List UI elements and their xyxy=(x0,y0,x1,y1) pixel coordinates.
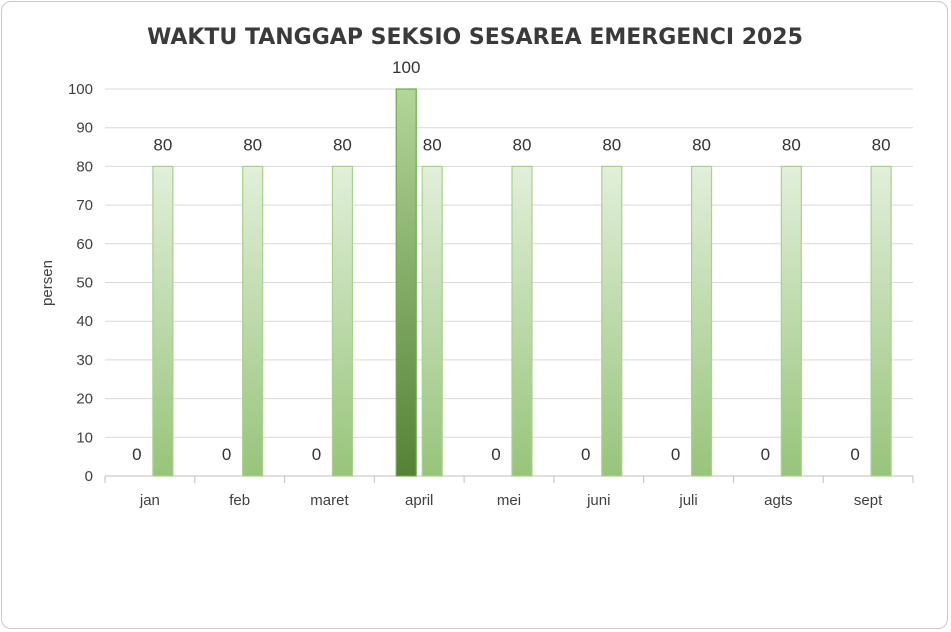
data-label: 80 xyxy=(782,135,801,154)
data-label: 0 xyxy=(761,445,770,464)
bar-juni-s2 xyxy=(601,165,623,477)
bar-april-s1 xyxy=(395,88,417,477)
data-label: 0 xyxy=(850,445,859,464)
x-tick-label: sept xyxy=(854,492,883,509)
y-axis-label: persen xyxy=(39,260,56,306)
x-tick-label: maret xyxy=(310,492,349,509)
data-label: 80 xyxy=(243,135,262,154)
y-tick-label: 10 xyxy=(76,429,93,446)
data-label: 80 xyxy=(153,135,172,154)
bar-jan-s2 xyxy=(152,165,174,477)
x-tick-label: mei xyxy=(497,492,521,509)
data-label: 0 xyxy=(581,445,590,464)
x-tick-label: april xyxy=(405,492,433,509)
data-label: 80 xyxy=(692,135,711,154)
data-label: 0 xyxy=(491,445,500,464)
y-tick-label: 20 xyxy=(76,391,93,408)
bar-feb-s2 xyxy=(242,165,264,477)
x-tick-label: jan xyxy=(139,492,160,509)
data-label: 80 xyxy=(423,135,442,154)
bar-maret-s2 xyxy=(331,165,354,477)
y-tick-label: 40 xyxy=(76,313,93,330)
data-label: 0 xyxy=(312,445,321,464)
x-tick-label: juli xyxy=(678,492,697,509)
data-label: 0 xyxy=(132,445,141,464)
y-tick-label: 50 xyxy=(76,275,93,292)
bar-april-s2 xyxy=(421,165,443,477)
y-tick-label: 100 xyxy=(68,81,93,98)
data-label: 0 xyxy=(671,445,680,464)
y-tick-label: 80 xyxy=(76,158,93,175)
data-label: 80 xyxy=(872,135,891,154)
data-label: 80 xyxy=(333,135,352,154)
y-tick-label: 30 xyxy=(76,352,93,369)
x-tick-label: agts xyxy=(764,492,792,509)
data-label: 80 xyxy=(602,135,621,154)
y-tick-label: 60 xyxy=(76,236,93,253)
y-tick-label: 90 xyxy=(76,120,93,137)
data-label: 80 xyxy=(513,135,532,154)
bar-sept-s2 xyxy=(870,165,892,477)
data-label: 100 xyxy=(392,58,420,77)
bar-agts-s2 xyxy=(780,165,802,477)
x-tick-label: feb xyxy=(229,492,250,509)
data-label: 0 xyxy=(222,445,231,464)
y-tick-label: 70 xyxy=(76,197,93,214)
x-tick-label: juni xyxy=(586,492,610,509)
bar-juli-s2 xyxy=(690,165,713,477)
bar-mei-s2 xyxy=(511,165,533,477)
y-tick-label: 0 xyxy=(85,468,93,485)
chart-title: WAKTU TANGGAP SEKSIO SESAREA EMERGENCI 2… xyxy=(147,25,803,50)
